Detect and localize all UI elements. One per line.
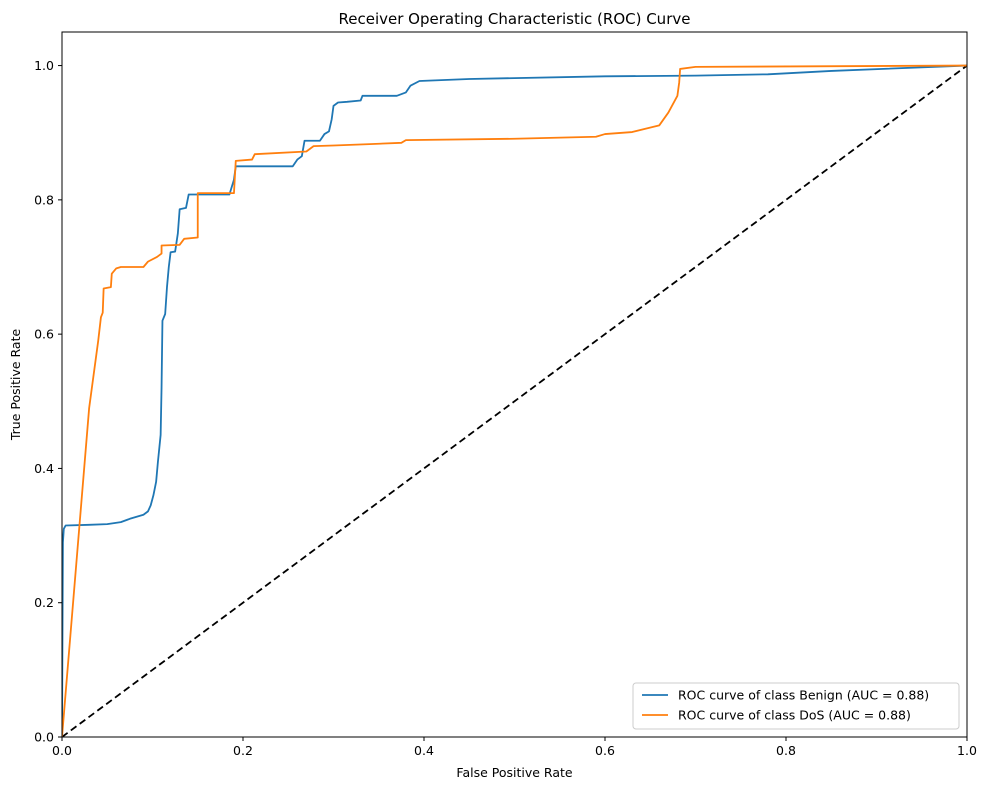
y-tick-label: 1.0: [34, 58, 54, 73]
plot-frame: [61, 31, 968, 738]
x-tick-label: 0.6: [595, 743, 615, 758]
legend-entry-label: ROC curve of class DoS (AUC = 0.88): [678, 708, 911, 723]
y-tick-label: 0.2: [34, 595, 54, 610]
legend: ROC curve of class Benign (AUC = 0.88) RO…: [632, 682, 960, 730]
x-axis-label: False Positive Rate: [456, 765, 572, 780]
x-tick-label: 1.0: [957, 743, 977, 758]
chance-diagonal-line: [62, 64, 967, 737]
benign-roc-line: [62, 64, 967, 737]
y-tick-label: 0.0: [34, 730, 54, 745]
x-tick-label: 0.0: [52, 743, 72, 758]
y-axis-label: True Positive Rate: [8, 329, 23, 442]
legend-box: [632, 682, 960, 730]
x-tick-label: 0.4: [414, 743, 434, 758]
chart-title: Receiver Operating Characteristic (ROC) …: [339, 10, 691, 28]
axis-ticks: 0.0 0.2 0.4 0.6 0.8 1.0 0.0 0.2 0.4 0.6 0.8 1.0: [34, 58, 977, 758]
x-tick-label: 0.8: [776, 743, 796, 758]
plot-lines: [62, 64, 967, 737]
dos-roc-line: [62, 64, 967, 737]
y-tick-label: 0.6: [34, 327, 54, 342]
legend-entry-label: ROC curve of class Benign (AUC = 0.88): [678, 688, 929, 703]
y-tick-label: 0.4: [34, 461, 54, 476]
x-tick-label: 0.2: [233, 743, 253, 758]
y-tick-label: 0.8: [34, 192, 54, 207]
